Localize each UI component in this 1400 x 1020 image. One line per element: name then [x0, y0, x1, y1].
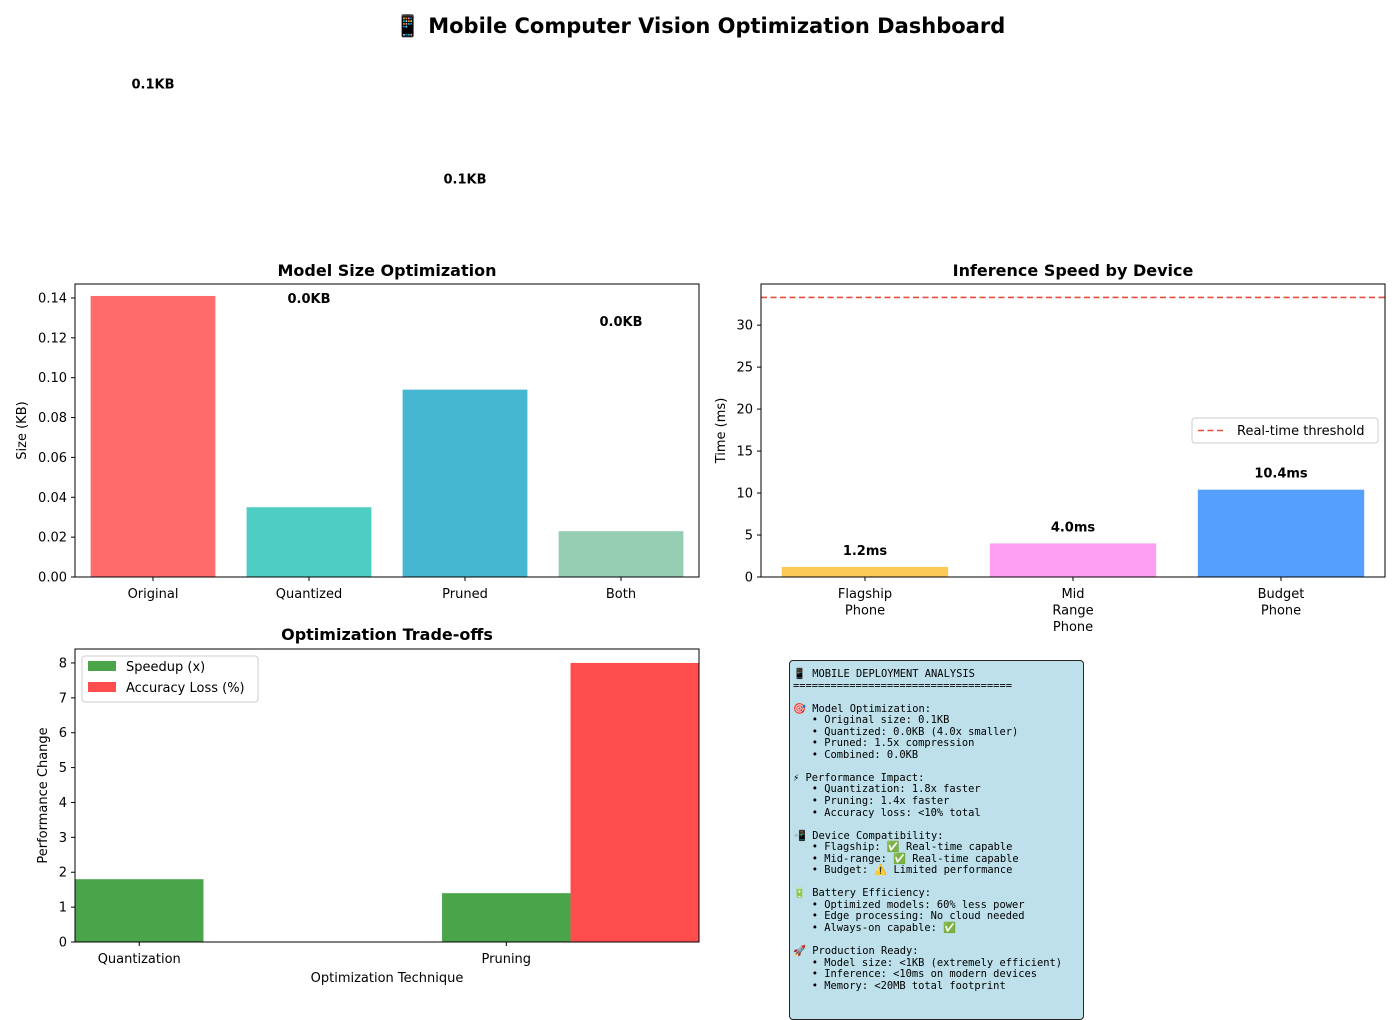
speed-ytick-label: 30 — [736, 319, 753, 334]
tradeoff-ytick-label: 6 — [59, 726, 67, 741]
speed-y-axis-label: Time (ms) — [714, 398, 729, 465]
speed-ytick-label: 10 — [736, 487, 753, 502]
analysis-line: • Budget: ⚠️ Limited performance — [793, 864, 1013, 877]
analysis-line: • Quantized: 0.0KB (4.0x smaller) — [793, 725, 1019, 738]
size-bar-label: 0.0KB — [599, 315, 642, 330]
size-bar-label: 0.0KB — [287, 292, 330, 307]
speed-ytick-label: 0 — [745, 571, 753, 586]
analysis-line: • Mid-range: ✅ Real-time capable — [793, 852, 1019, 865]
analysis-text-box: 📱 MOBILE DEPLOYMENT ANALYSIS ============… — [789, 660, 1084, 1020]
speed-bar-label: 1.2ms — [843, 544, 888, 559]
size-ytick-label: 0.14 — [38, 291, 67, 306]
speed-axes-frame — [760, 283, 1386, 578]
tradeoff-legend-swatch — [88, 661, 116, 671]
tradeoff-ytick-label: 7 — [59, 691, 67, 706]
analysis-line: • Always-on capable: ✅ — [793, 922, 957, 935]
analysis-line: • Optimized models: 60% less power — [793, 898, 1025, 911]
tradeoff-ytick-label: 5 — [59, 761, 67, 776]
tradeoff-ytick-label: 8 — [59, 656, 67, 671]
speed-bar — [781, 566, 949, 577]
tradeoff-xtick-label: Pruning — [482, 952, 532, 967]
tradeoff-axes-frame — [74, 648, 700, 943]
speed-xtick-label: Budget Phone — [1258, 587, 1305, 619]
tradeoff-legend — [81, 655, 259, 703]
size-bar-label: 0.1KB — [443, 172, 486, 187]
dashboard-title: 📱 Mobile Computer Vision Optimization Da… — [394, 14, 1006, 38]
analysis-line: • Inference: <10ms on modern devices — [793, 968, 1037, 981]
analysis-line: • Memory: <20MB total footprint — [793, 979, 1006, 992]
accuracy-loss-bar — [570, 662, 699, 942]
analysis-line — [793, 692, 1080, 704]
speedup-bar — [75, 879, 204, 942]
speed-bar — [1197, 489, 1365, 577]
speed-chart-title: Inference Speed by Device — [953, 261, 1194, 280]
analysis-line: • Quantization: 1.8x faster — [793, 783, 981, 796]
tradeoff-ytick-label: 3 — [59, 831, 67, 846]
analysis-line: 🔋 Battery Efficiency: — [793, 887, 932, 900]
speed-legend — [1191, 417, 1379, 444]
size-bar — [558, 531, 684, 577]
analysis-line: • Original size: 0.1KB — [793, 714, 950, 727]
tradeoff-ytick-label: 2 — [59, 866, 67, 881]
size-ytick-label: 0.06 — [38, 451, 67, 466]
analysis-line: • Flagship: ✅ Real-time capable — [793, 841, 1013, 854]
speed-bar-label: 10.4ms — [1254, 467, 1308, 482]
size-xtick-label: Quantized — [276, 587, 342, 602]
size-xtick-label: Both — [606, 587, 636, 602]
size-bar — [402, 389, 528, 577]
analysis-line: 🚀 Production Ready: — [793, 945, 919, 958]
analysis-line: • Accuracy loss: <10% total — [793, 806, 981, 819]
tradeoff-legend-label: Speedup (x) — [126, 660, 205, 675]
size-ytick-label: 0.02 — [38, 531, 67, 546]
size-y-axis-label: Size (KB) — [15, 401, 30, 459]
analysis-line: =================================== — [793, 679, 1012, 692]
speed-bar-label: 4.0ms — [1051, 520, 1096, 535]
analysis-line: • Edge processing: No cloud needed — [793, 910, 1025, 923]
speed-ytick-label: 5 — [745, 529, 753, 544]
size-chart-title: Model Size Optimization — [278, 261, 497, 280]
size-ytick-label: 0.00 — [38, 571, 67, 586]
tradeoff-legend-swatch — [88, 682, 116, 692]
analysis-line: 🎯 Model Optimization: — [793, 702, 932, 715]
speed-xtick-label: Mid Range Phone — [1052, 587, 1093, 635]
tradeoff-y-axis-label: Performance Change — [36, 727, 51, 863]
tradeoff-ytick-label: 1 — [59, 901, 67, 916]
analysis-line: 📱 MOBILE DEPLOYMENT ANALYSIS — [793, 668, 975, 680]
speed-legend-label: Real-time threshold — [1237, 424, 1364, 439]
speed-bar — [989, 543, 1157, 577]
size-bar — [90, 295, 216, 577]
size-ytick-label: 0.12 — [38, 331, 67, 346]
speed-ytick-label: 20 — [736, 403, 753, 418]
size-xtick-label: Original — [128, 587, 179, 602]
speed-ytick-label: 15 — [736, 445, 753, 460]
analysis-line: • Model size: <1KB (extremely efficient) — [793, 956, 1062, 969]
tradeoff-legend-label: Accuracy Loss (%) — [126, 681, 245, 696]
analysis-line: • Pruned: 1.5x compression — [793, 737, 975, 750]
size-ytick-label: 0.08 — [38, 411, 67, 426]
size-ytick-label: 0.10 — [38, 371, 67, 386]
speed-xtick-label: Flagship Phone — [838, 587, 892, 619]
analysis-line: 📲 Device Compatibility: — [793, 829, 944, 842]
analysis-line: • Combined: 0.0KB — [793, 748, 919, 761]
size-bar — [246, 507, 372, 577]
tradeoff-chart-title: Optimization Trade-offs — [281, 625, 493, 644]
tradeoff-ytick-label: 4 — [59, 796, 67, 811]
size-bar-label: 0.1KB — [131, 78, 174, 93]
size-axes-frame — [74, 283, 700, 578]
analysis-line — [793, 819, 1080, 831]
size-ytick-label: 0.04 — [38, 491, 67, 506]
speedup-bar — [442, 893, 571, 942]
tradeoff-x-axis-label: Optimization Technique — [311, 971, 464, 986]
tradeoff-ytick-label: 0 — [59, 936, 67, 951]
tradeoff-xtick-label: Quantization — [98, 952, 181, 967]
speed-ytick-label: 25 — [736, 361, 753, 376]
analysis-line: ⚡ Performance Impact: — [793, 771, 925, 784]
size-xtick-label: Pruned — [442, 587, 488, 602]
analysis-line: • Pruning: 1.4x faster — [793, 795, 950, 808]
